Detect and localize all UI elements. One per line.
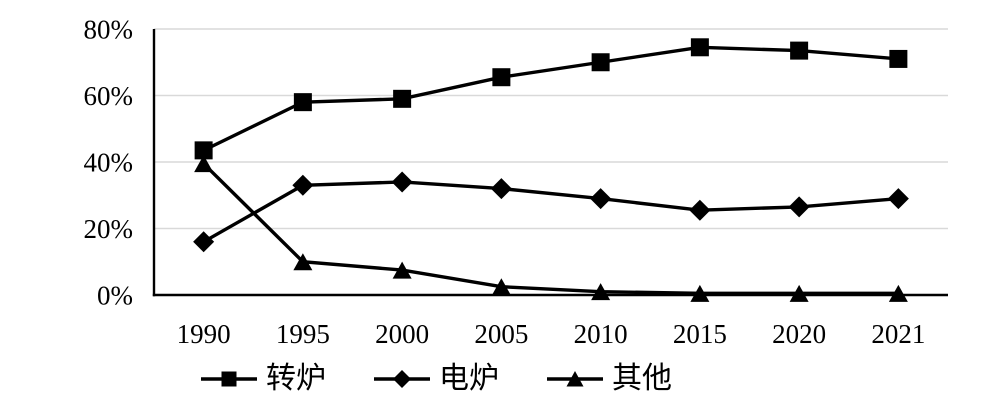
series-marker-triangle: [194, 155, 214, 173]
x-tick-label: 2005: [474, 319, 528, 349]
y-tick-label: 60%: [84, 81, 134, 111]
series-marker-triangle: [392, 261, 412, 279]
series-marker-diamond: [490, 178, 512, 200]
square-marker-icon: [201, 371, 257, 387]
series-marker-square: [690, 38, 709, 57]
series-marker-diamond: [391, 171, 413, 193]
legend-label-electric-furnace: 电炉: [439, 362, 499, 395]
triangle-marker-icon: [547, 371, 603, 387]
x-tick-label: 2015: [673, 319, 727, 349]
series-line-1: [202, 180, 899, 244]
series-marker-square: [194, 141, 213, 160]
x-tick-label: 2020: [772, 319, 826, 349]
legend: 转炉 电炉 其他: [201, 364, 672, 394]
x-tick-label: 2000: [375, 319, 429, 349]
series-line-2: [202, 162, 899, 296]
series-marker-square: [591, 53, 610, 72]
series-marker-square: [492, 68, 511, 87]
legend-item-other: 其他: [547, 364, 672, 394]
series-marker-diamond: [788, 196, 810, 218]
x-tick-label: 2010: [574, 319, 628, 349]
series-marker-square: [790, 41, 809, 60]
y-tick-label: 40%: [84, 148, 134, 178]
series-marker-square: [293, 93, 312, 112]
series-marker-triangle: [293, 253, 313, 271]
y-tick-label: 20%: [84, 214, 134, 244]
series-line-0: [202, 45, 899, 152]
y-tick-label: 80%: [84, 15, 134, 45]
series-marker-diamond: [887, 188, 909, 210]
legend-label-other: 其他: [612, 362, 672, 395]
legend-item-electric-furnace: 电炉: [374, 364, 499, 394]
x-tick-label: 2021: [871, 319, 925, 349]
series-marker-diamond: [292, 174, 314, 196]
series-marker-square: [889, 49, 908, 68]
diamond-marker-icon: [374, 370, 430, 388]
series-marker-diamond: [590, 188, 612, 210]
series-marker-triangle: [888, 284, 908, 302]
legend-item-converter: 转炉: [201, 364, 326, 394]
y-tick-label: 0%: [97, 281, 133, 311]
series-marker-square: [393, 89, 412, 108]
legend-label-converter: 转炉: [266, 362, 326, 395]
x-tick-label: 1995: [276, 319, 330, 349]
series-marker-triangle: [789, 284, 809, 302]
series-marker-triangle: [690, 284, 710, 302]
x-tick-label: 1990: [177, 319, 231, 349]
series-marker-diamond: [193, 231, 215, 253]
series-marker-triangle: [491, 278, 511, 296]
series-marker-triangle: [591, 283, 611, 301]
series-marker-diamond: [689, 199, 711, 221]
